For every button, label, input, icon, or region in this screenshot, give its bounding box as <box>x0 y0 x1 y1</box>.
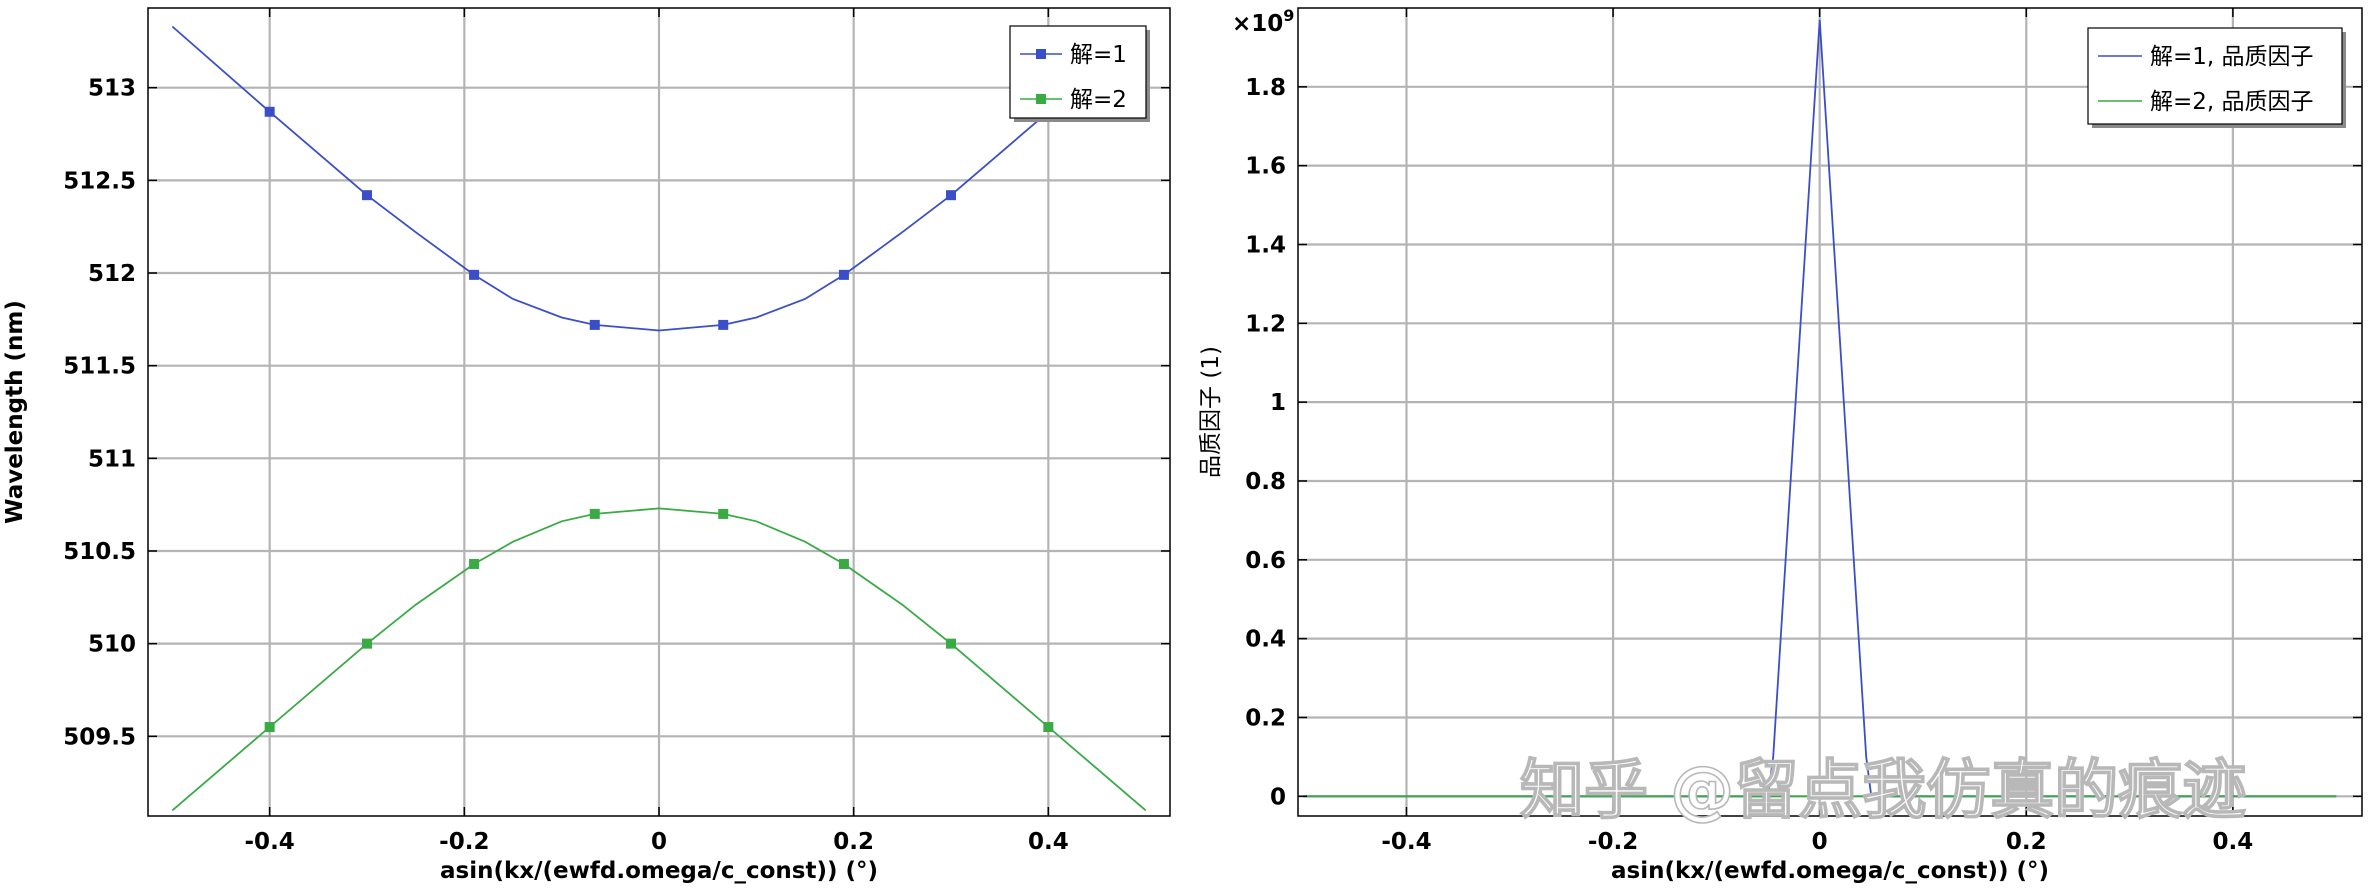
y-multiplier-base: ×10 <box>1232 11 1283 37</box>
y-tick-label: 1 <box>1270 390 1286 416</box>
series-line-1 <box>171 25 1147 332</box>
data-point-2 <box>1043 722 1054 733</box>
data-point-2 <box>718 508 729 519</box>
x-tick-label: -0.2 <box>439 829 489 855</box>
y-tick-label: 0.2 <box>1245 705 1286 731</box>
y-tick-label: 1.6 <box>1245 154 1286 180</box>
plot-area-right <box>1298 8 2362 816</box>
data-point-2 <box>946 638 956 649</box>
ticks-left: -0.4 -0.2 0 0.2 0.4 509.5 510 510.5 511 511.5 512 5… <box>63 8 1170 855</box>
legend-label-series-2: 解=2 <box>1070 87 1127 113</box>
x-axis-label-right: asin(kx/(ewfd.omega/c_const)) (°) <box>1611 858 2049 884</box>
data-point-2 <box>469 558 480 569</box>
frame-right <box>1297 7 2363 817</box>
legend-right: 解=1, 品质因子 解=2, 品质因子 <box>2087 27 2346 128</box>
y-tick-label: 1.8 <box>1245 75 1286 101</box>
legend-box-left <box>1009 25 1147 119</box>
data-point-2 <box>589 508 600 519</box>
x-tick-label: -0.4 <box>245 829 295 855</box>
series-line-2 <box>171 507 1147 812</box>
quality-factor-chart: -0.4 -0.2 0 0.2 0.4 0 0.2 0.4 0.6 0.8 1 1.2 1.4 1.6 1.… <box>1198 6 2363 884</box>
x-tick-label: 0.4 <box>2212 829 2253 855</box>
x-tick-label: -0.2 <box>1588 829 1638 855</box>
y-tick-label: 509.5 <box>63 724 136 750</box>
legend-marker-series-1 <box>1036 49 1046 59</box>
y-tick-label: 511.5 <box>63 354 136 380</box>
data-point-2 <box>264 722 275 733</box>
series-left <box>171 25 1147 812</box>
legend-left: 解=1 解=2 <box>1009 25 1150 122</box>
data-point-1 <box>264 106 275 117</box>
y-tick-label: 510 <box>88 632 136 658</box>
y-tick-label: 512 <box>88 261 136 287</box>
legend-label-q1: 解=1, 品质因子 <box>2150 44 2314 70</box>
x-tick-label: 0 <box>1812 829 1828 855</box>
data-point-1 <box>589 319 600 330</box>
data-point-1 <box>838 269 849 280</box>
legend-label-q2: 解=2, 品质因子 <box>2150 89 2314 115</box>
watermark: 知乎 @留点我仿真的痕迹 <box>1520 754 2246 828</box>
y-axis-label-left: Wavelength (nm) <box>2 300 28 524</box>
wavelength-chart: -0.4 -0.2 0 0.2 0.4 509.5 510 510.5 511 511.5 512 5… <box>2 7 1171 884</box>
y-tick-label: 1.4 <box>1245 232 1286 258</box>
ticks-right: -0.4 -0.2 0 0.2 0.4 0 0.2 0.4 0.6 0.8 1 1.2 1.4 1.6 1.… <box>1245 8 2362 855</box>
series-right <box>1303 19 2337 798</box>
grid-left <box>148 8 1170 816</box>
y-tick-label: 0.8 <box>1245 469 1286 495</box>
data-point-1 <box>362 190 372 201</box>
y-tick-label: 1.2 <box>1245 311 1286 337</box>
y-multiplier: ×109 <box>1232 6 1294 37</box>
y-tick-label: 513 <box>88 76 136 102</box>
y-tick-label: 510.5 <box>63 539 136 565</box>
data-point-1 <box>469 269 480 280</box>
x-axis-label-left: asin(kx/(ewfd.omega/c_const)) (°) <box>440 858 878 884</box>
legend-label-series-1: 解=1 <box>1070 42 1127 68</box>
x-tick-label: 0.4 <box>1028 829 1069 855</box>
legend-box-right <box>2087 27 2343 125</box>
y-axis-label-right: 品质因子 (1) <box>1198 346 1224 478</box>
x-tick-label: -0.4 <box>1381 829 1431 855</box>
data-point-1 <box>946 190 956 201</box>
data-point-2 <box>838 558 849 569</box>
y-tick-label: 0 <box>1270 784 1286 810</box>
x-tick-label: 0.2 <box>833 829 874 855</box>
x-tick-label: 0.2 <box>2006 829 2047 855</box>
y-multiplier-exponent: 9 <box>1283 6 1294 25</box>
y-tick-label: 0.6 <box>1245 548 1286 574</box>
data-point-1 <box>718 319 729 330</box>
y-tick-label: 511 <box>88 446 136 472</box>
y-tick-label: 512.5 <box>63 168 136 194</box>
x-tick-label: 0 <box>651 829 667 855</box>
legend-marker-series-2 <box>1036 94 1046 104</box>
data-point-2 <box>362 638 372 649</box>
y-tick-label: 0.4 <box>1245 627 1286 653</box>
